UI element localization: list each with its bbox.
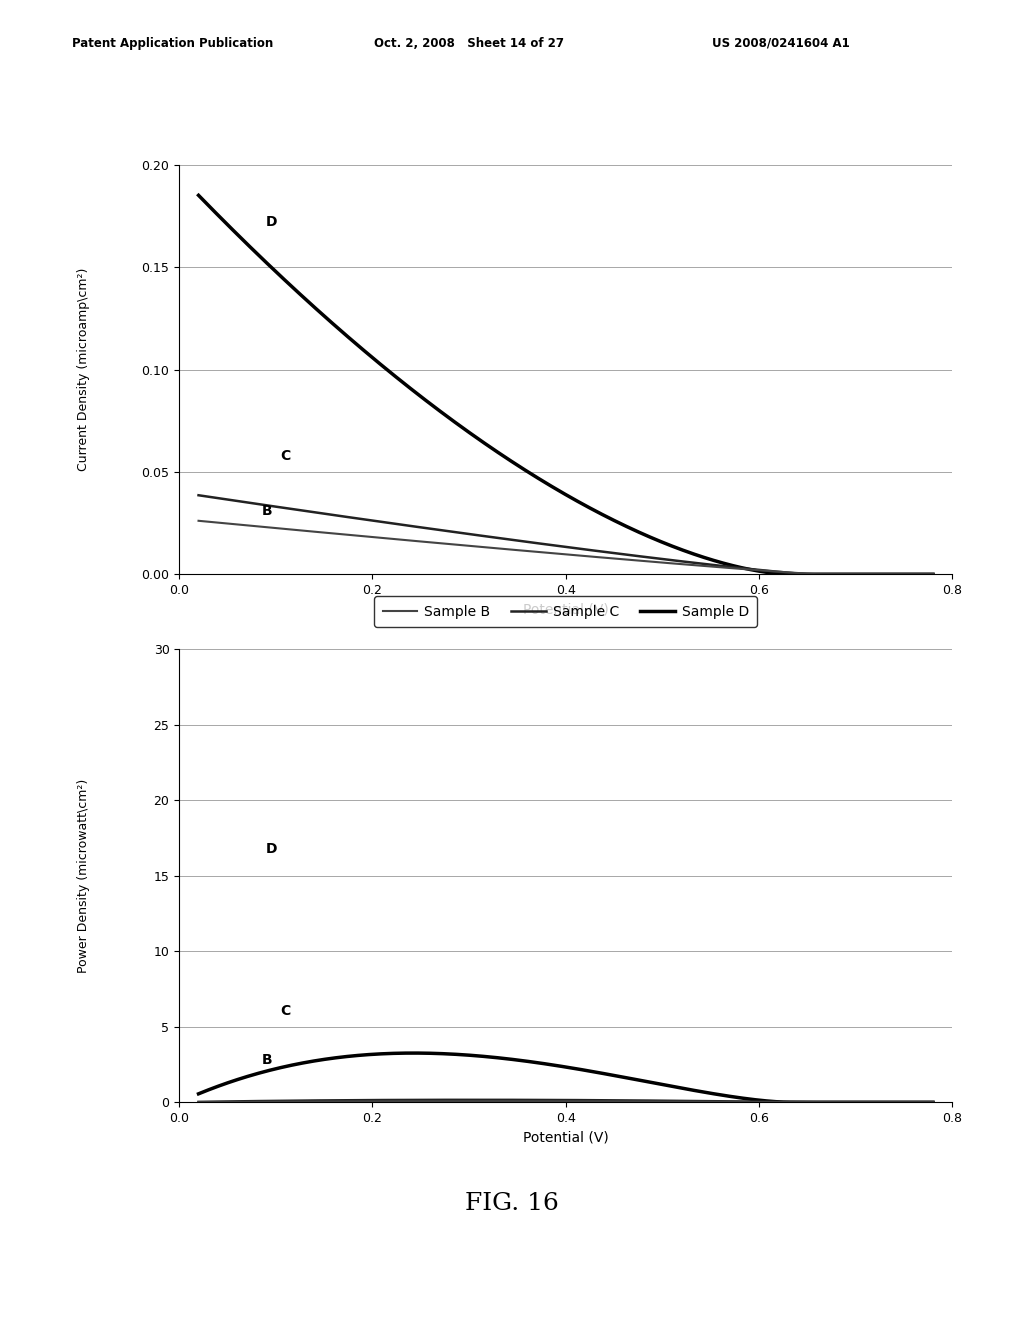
Text: B: B <box>261 1053 272 1068</box>
Text: US 2008/0241604 A1: US 2008/0241604 A1 <box>712 37 850 50</box>
Text: B: B <box>261 504 272 517</box>
Text: FIG. 16: FIG. 16 <box>465 1192 559 1216</box>
Text: C: C <box>281 449 291 462</box>
Text: D: D <box>266 842 278 857</box>
X-axis label: Potential (V): Potential (V) <box>523 1130 608 1144</box>
Y-axis label: Power Density (microwatt\cm²): Power Density (microwatt\cm²) <box>77 779 90 973</box>
X-axis label: Potential (V): Potential (V) <box>523 602 608 616</box>
Legend: Sample B, Sample C, Sample D: Sample B, Sample C, Sample D <box>375 597 757 627</box>
Y-axis label: Current Density (microamp\cm²): Current Density (microamp\cm²) <box>77 268 90 471</box>
Text: C: C <box>281 1003 291 1018</box>
Text: D: D <box>266 215 278 230</box>
Text: Patent Application Publication: Patent Application Publication <box>72 37 273 50</box>
Text: Oct. 2, 2008   Sheet 14 of 27: Oct. 2, 2008 Sheet 14 of 27 <box>374 37 564 50</box>
